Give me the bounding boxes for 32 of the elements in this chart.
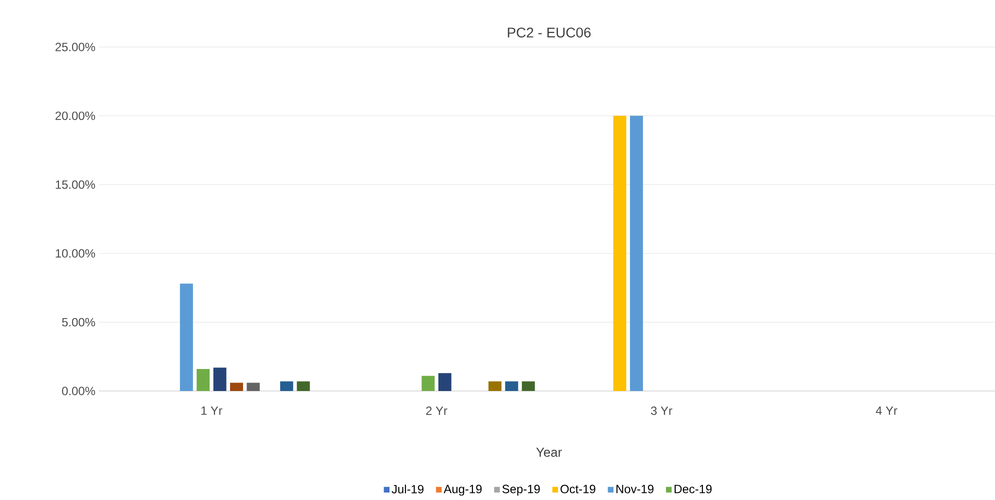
bar: [196, 368, 210, 391]
x-tick-label: 4 Yr: [876, 406, 898, 415]
bar: [213, 368, 226, 391]
legend-label: Dec-19: [674, 484, 712, 494]
bar: [630, 116, 643, 391]
bar: [230, 382, 244, 391]
y-tick-label: 20.00%: [56, 112, 96, 120]
bar: [438, 373, 452, 391]
y-tick-label: 15.00%: [56, 180, 96, 189]
bar: [488, 381, 502, 391]
bar: [422, 376, 435, 391]
y-tick-label: 10.00%: [56, 249, 96, 258]
bar: [505, 381, 518, 391]
x-tick-label: 3 Yr: [650, 406, 672, 415]
x-axis-title: Year: [536, 448, 562, 457]
legend-label: Oct-19: [560, 484, 596, 494]
bar: [296, 381, 310, 391]
bar: [522, 381, 535, 391]
bar: [180, 284, 193, 391]
x-tick-label: 1 Yr: [201, 406, 222, 415]
legend-label: Sep-19: [502, 484, 540, 496]
legend-label: Aug-19: [444, 484, 482, 496]
legend-label: Jul-19: [392, 484, 424, 494]
y-tick-label: 5.00%: [62, 318, 96, 326]
bar: [246, 382, 260, 391]
y-tick-label: 25.00%: [56, 42, 96, 52]
x-tick-label: 2 Yr: [426, 406, 448, 415]
bar: [613, 116, 626, 391]
legend-label: Nov-19: [616, 484, 654, 494]
bar: [280, 381, 294, 391]
y-tick-label: 0.00%: [62, 386, 96, 396]
chart-title: PC2 - EUC06: [508, 28, 591, 38]
